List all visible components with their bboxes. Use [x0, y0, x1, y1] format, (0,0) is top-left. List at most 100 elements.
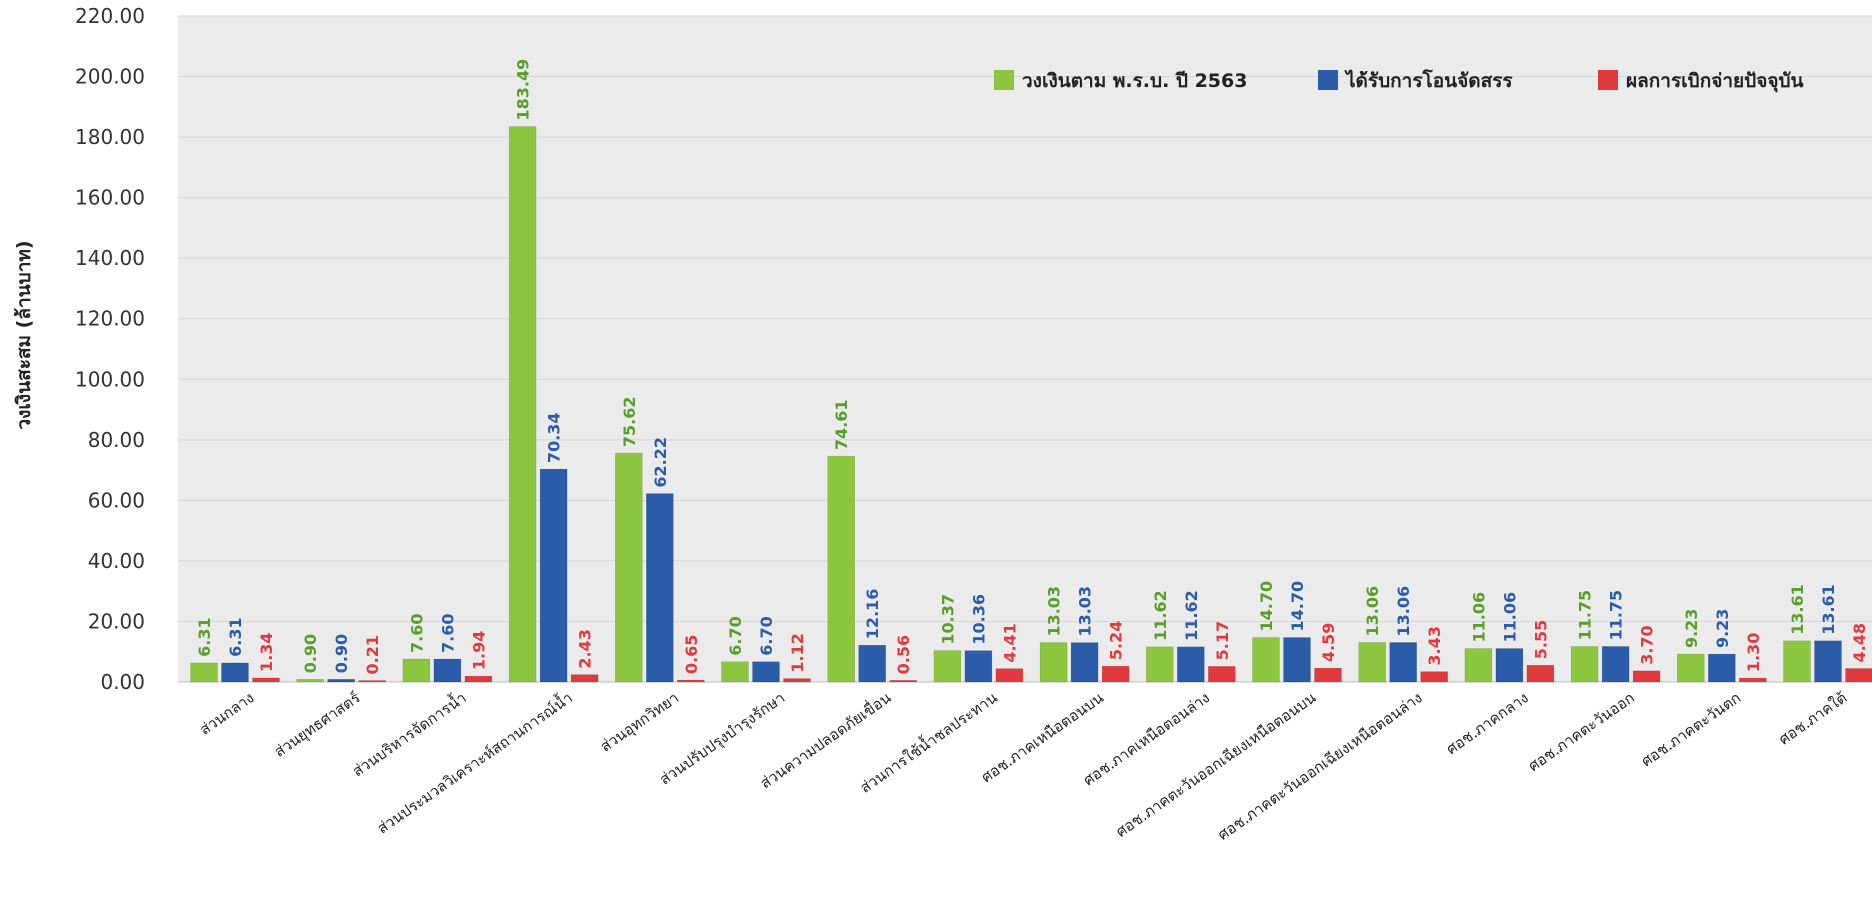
- data-label: 3.43: [1425, 626, 1444, 665]
- data-label: 10.37: [938, 594, 957, 645]
- data-label: 4.48: [1850, 623, 1869, 662]
- y-axis-label: วงเงินสะสม (ล้านบาท): [13, 240, 35, 429]
- bar-budget: [509, 127, 536, 682]
- legend-label: วงเงินตาม พ.ร.บ. ปี 2563: [1022, 70, 1247, 92]
- data-label: 1.12: [788, 633, 807, 672]
- plot-background: [178, 16, 1872, 682]
- bar-allocated: [1284, 637, 1311, 682]
- y-tick-label: 220.00: [75, 4, 145, 28]
- data-label: 5.55: [1531, 620, 1550, 659]
- y-tick-label: 180.00: [75, 125, 145, 149]
- y-tick-label: 40.00: [88, 549, 145, 573]
- bar-disbursed: [1633, 671, 1660, 682]
- y-tick-label: 20.00: [88, 609, 145, 633]
- bar-allocated: [753, 662, 780, 682]
- data-label: 7.60: [438, 614, 457, 653]
- x-tick-label: ส่วนประมวลวิเคราะห์สถานการณ์น้ำ: [373, 687, 576, 838]
- bar-budget: [722, 662, 749, 682]
- data-label: 11.06: [1500, 592, 1519, 643]
- bar-disbursed: [1846, 668, 1872, 682]
- data-label: 11.75: [1607, 590, 1626, 641]
- bar-allocated: [328, 679, 355, 682]
- bar-disbursed: [571, 675, 598, 682]
- bar-budget: [934, 651, 961, 682]
- y-tick-label: 60.00: [88, 488, 145, 512]
- data-label: 6.31: [226, 617, 245, 656]
- data-label: 11.75: [1576, 590, 1595, 641]
- data-label: 62.22: [651, 437, 670, 488]
- bar-allocated: [1496, 649, 1523, 682]
- bar-disbursed: [1208, 666, 1235, 682]
- bar-budget: [1040, 643, 1067, 682]
- x-tick-label: ส่วนบริหารจัดการน้ำ: [348, 687, 470, 781]
- bar-budget: [297, 679, 324, 682]
- category-labels: ส่วนกลาง ส่วนยุทธศาสตร์ส่วนบริหารจัดการน้…: [196, 687, 1850, 844]
- bar-allocated: [222, 663, 249, 682]
- data-label: 10.36: [969, 594, 988, 645]
- bar-budget: [1677, 654, 1704, 682]
- bar-allocated: [859, 645, 886, 682]
- bar-disbursed: [1102, 666, 1129, 682]
- y-tick-label: 0.00: [100, 670, 145, 694]
- y-axis-ticks: 0.00 20.00 40.00 60.00 80.00 100.00 120.00 140.…: [75, 4, 145, 694]
- data-label: 9.23: [1713, 609, 1732, 648]
- data-label: 11.06: [1469, 592, 1488, 643]
- bar-disbursed: [1315, 668, 1342, 682]
- x-tick-label: ศอช.ภาคตะวันออก: [1525, 689, 1638, 776]
- y-tick-label: 80.00: [88, 428, 145, 452]
- bar-budget: [615, 453, 642, 682]
- legend-swatch: [994, 70, 1014, 90]
- bar-disbursed: [890, 680, 917, 682]
- data-label: 1.30: [1744, 633, 1763, 672]
- data-label: 5.24: [1107, 621, 1126, 660]
- data-label: 1.94: [469, 631, 488, 670]
- data-label: 12.16: [863, 589, 882, 640]
- bar-budget: [1146, 647, 1173, 682]
- data-label: 74.61: [832, 400, 851, 451]
- bar-allocated: [434, 659, 461, 682]
- data-label: 0.56: [894, 635, 913, 674]
- bar-allocated: [540, 469, 567, 682]
- data-label: 11.62: [1151, 590, 1170, 641]
- bar-allocated: [1815, 641, 1842, 682]
- bar-disbursed: [1527, 665, 1554, 682]
- bar-budget: [403, 659, 430, 682]
- data-label: 13.61: [1819, 584, 1838, 635]
- bar-disbursed: [996, 669, 1023, 682]
- data-label: 0.90: [301, 634, 320, 673]
- data-label: 70.34: [545, 412, 564, 463]
- bar-budget: [1465, 649, 1492, 682]
- x-tick-label: ส่วนกลาง: [196, 689, 257, 739]
- bar-allocated: [1708, 654, 1735, 682]
- bar-allocated: [646, 494, 673, 682]
- x-tick-label: ส่วนยุทธศาสตร์: [271, 689, 364, 762]
- data-label: 6.70: [757, 616, 776, 655]
- bar-disbursed: [359, 681, 386, 683]
- y-tick-label: 100.00: [75, 367, 145, 391]
- data-label: 4.59: [1319, 623, 1338, 662]
- data-label: 11.62: [1182, 590, 1201, 641]
- data-label: 14.70: [1288, 581, 1307, 632]
- bar-disbursed: [1739, 678, 1766, 682]
- x-tick-label: ศอช.ภาคตะวันตก: [1638, 689, 1744, 771]
- bar-budget: [191, 663, 218, 682]
- data-label: 14.70: [1257, 581, 1276, 632]
- data-label: 3.70: [1638, 625, 1657, 664]
- y-tick-label: 200.00: [75, 65, 145, 89]
- data-label: 0.65: [682, 635, 701, 674]
- y-tick-label: 120.00: [75, 307, 145, 331]
- bar-disbursed: [677, 680, 704, 682]
- data-label: 9.23: [1682, 609, 1701, 648]
- bar-allocated: [1071, 643, 1098, 682]
- data-label: 13.06: [1394, 586, 1413, 637]
- y-tick-label: 160.00: [75, 186, 145, 210]
- bar-disbursed: [1421, 672, 1448, 682]
- bar-allocated: [1177, 647, 1204, 682]
- bar-budget: [1359, 642, 1386, 682]
- bar-budget: [1571, 646, 1598, 682]
- bar-disbursed: [784, 679, 811, 682]
- bar-budget: [1784, 641, 1811, 682]
- y-tick-label: 140.00: [75, 246, 145, 270]
- data-label: 13.03: [1045, 586, 1064, 637]
